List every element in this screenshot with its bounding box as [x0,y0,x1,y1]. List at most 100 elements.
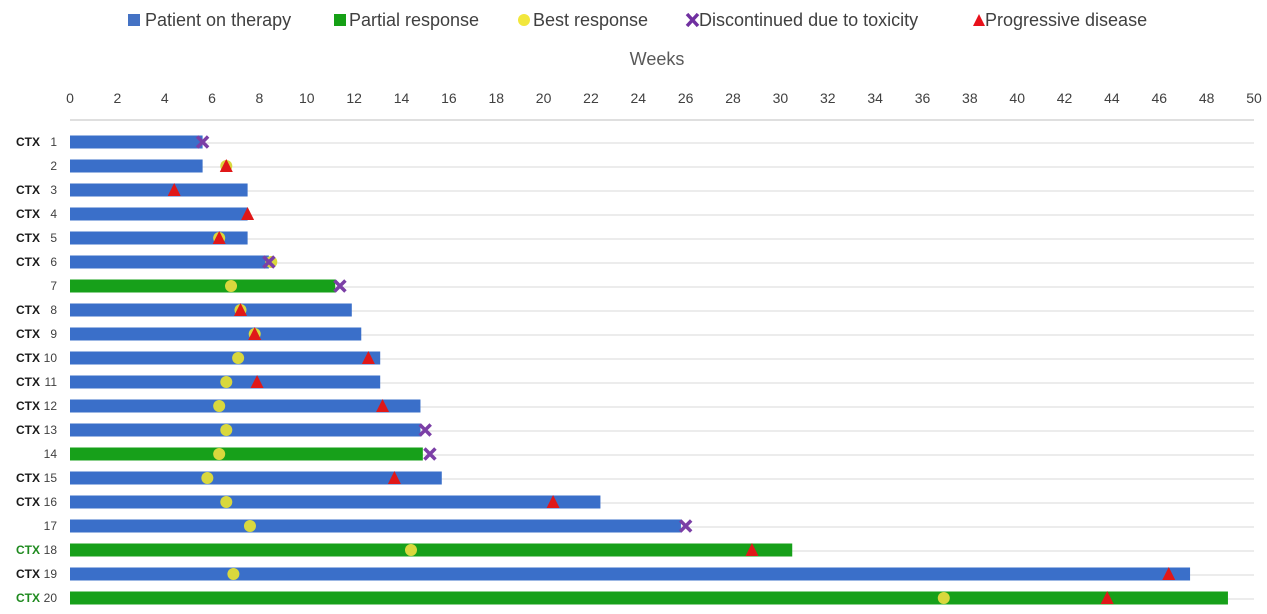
patient-row: CTX 12 [16,399,1254,413]
progressive-disease-marker [361,351,375,364]
x-tick-label: 14 [394,90,410,106]
best-response-marker [201,472,214,484]
best-response-marker [243,520,256,532]
therapy-bar [70,351,381,365]
therapy-bar [70,567,1191,581]
row-ctx-label: CTX [16,207,40,221]
progressive-disease-marker [1162,567,1176,580]
legend-square-marker [334,14,346,26]
legend: Patient on therapy Partial response Best r… [128,10,1147,30]
toxicity-marker [423,447,437,461]
row-patient-number: 11 [45,375,58,389]
row-patient-number: 19 [44,567,58,581]
row-ctx-label: CTX [16,327,40,341]
best-response-marker [220,424,233,436]
patient-row: CTX 15 [16,471,1254,485]
x-tick-label: 28 [725,90,741,106]
row-patient-number: 9 [50,327,57,341]
patient-row: CTX 5 [16,231,1254,245]
x-tick-label: 0 [66,90,74,106]
best-response-marker [213,448,226,460]
x-tick-label: 12 [346,90,362,106]
therapy-bar [70,231,248,245]
legend-item: Progressive disease [973,10,1147,30]
progressive-disease-marker [241,207,255,220]
legend-square-marker [128,14,140,26]
patient-row: CTX 13 [16,423,1254,437]
x-tick-label: 30 [773,90,789,106]
row-ctx-label: CTX [16,471,40,485]
therapy-bar [70,159,203,173]
x-tick-label: 40 [1009,90,1025,106]
therapy-bar [70,255,269,269]
progressive-disease-marker [233,303,247,316]
patient-row: CTX 9 [16,327,1254,341]
progressive-disease-marker [1100,591,1114,604]
best-response-marker [225,280,238,292]
therapy-bar [70,279,336,293]
x-tick-label: 20 [536,90,552,106]
therapy-bar [70,135,203,149]
row-ctx-label: CTX [16,135,40,149]
patient-row: CTX 10 [16,351,1254,365]
x-tick-label: 26 [678,90,694,106]
row-patient-number: 8 [50,303,57,317]
row-patient-number: 6 [50,255,57,269]
row-patient-number: 13 [44,423,58,437]
row-ctx-label: CTX [16,255,40,269]
patient-row: 14 [44,447,1254,461]
legend-item: Partial response [334,10,479,30]
progressive-disease-marker [250,375,264,388]
patient-row: CTX 19 [16,567,1254,581]
progressive-disease-marker [387,471,401,484]
toxicity-marker [678,519,693,533]
row-ctx-label: CTX [16,375,40,389]
best-response-marker [220,376,233,388]
row-patient-number: 16 [44,495,58,509]
x-tick-label: 10 [299,90,315,106]
x-tick-label: 6 [208,90,216,106]
x-tick-label: 18 [488,90,504,106]
best-response-marker [213,400,226,412]
row-ctx-label: CTX [16,399,40,413]
row-patient-number: 7 [50,279,57,293]
legend-item: Discontinued due to toxicity [685,10,918,30]
therapy-bar [70,495,601,509]
row-ctx-label: CTX [16,231,40,245]
patient-row: CTX 16 [16,495,1254,509]
progressive-disease-marker [745,543,759,556]
x-tick-label: 36 [915,90,931,106]
patient-row: CTX 3 [16,183,1254,197]
patient-row: 17 [44,519,1254,533]
therapy-bar [70,303,352,317]
therapy-bar [70,327,362,341]
best-response-marker [404,544,417,556]
row-patient-number: 20 [44,591,58,605]
x-tick-label: 42 [1057,90,1073,106]
therapy-bar [70,519,681,533]
x-tick-label: 34 [867,90,883,106]
row-ctx-label: CTX [16,543,40,557]
row-patient-number: 3 [50,183,57,197]
toxicity-marker [418,423,432,437]
x-tick-label: 46 [1151,90,1167,106]
x-axis-ticks: 0 2 4 6 8 10 12 14 16 18 20 22 24 26 28 30 32 34 36 38 40 42 4… [66,90,1262,106]
best-response-marker [220,496,233,508]
legend-item: Patient on therapy [128,10,291,30]
row-patient-number: 14 [44,447,58,461]
row-ctx-label: CTX [16,567,40,581]
row-ctx-label: CTX [16,423,40,437]
x-tick-label: 48 [1199,90,1215,106]
therapy-bar [70,543,793,557]
therapy-bar [70,471,442,485]
legend-label: Best response [533,10,648,30]
x-tick-label: 4 [161,90,169,106]
progressive-disease-marker [376,399,390,412]
toxicity-marker [333,279,347,293]
legend-label: Patient on therapy [145,10,291,30]
x-tick-label: 32 [820,90,836,106]
progressive-disease-marker [219,159,233,172]
row-patient-number: 10 [44,351,58,365]
x-tick-label: 2 [113,90,121,106]
